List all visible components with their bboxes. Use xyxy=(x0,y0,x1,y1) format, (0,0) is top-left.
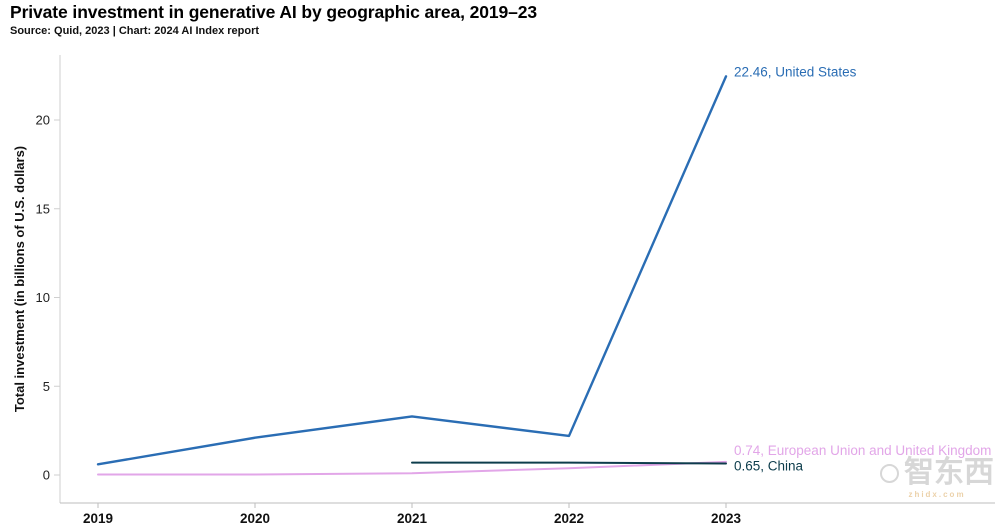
y-axis-tick-label: 15 xyxy=(36,201,50,216)
watermark-logo-icon xyxy=(880,463,899,483)
y-axis-tick-label: 5 xyxy=(43,379,50,394)
series-line-united-states xyxy=(96,75,728,466)
x-axis-tick-label: 2021 xyxy=(397,511,428,525)
chart-title: Private investment in generative AI by g… xyxy=(10,2,538,22)
series-label-united-states: 22.46, United States xyxy=(734,64,857,79)
y-axis-tick-label: 0 xyxy=(43,468,50,483)
x-axis-tick-label: 2020 xyxy=(240,511,270,525)
y-axis-tick-label: 10 xyxy=(36,290,50,305)
x-axis-tick-label: 2019 xyxy=(83,511,113,525)
series-label-china: 0.65, China xyxy=(734,458,804,473)
series-label-european-union-and-united-kingdom: 0.74, European Union and United Kingdom xyxy=(734,443,991,458)
series-line-european-union-and-united-kingdom xyxy=(97,460,727,476)
watermark-main: 智东西 xyxy=(880,458,994,488)
chart-source: Source: Quid, 2023 | Chart: 2024 AI Inde… xyxy=(10,25,260,37)
y-axis-tick-label: 20 xyxy=(36,113,50,128)
chart-header: Private investment in generative AI by g… xyxy=(10,2,537,37)
watermark-subtext: zhidx.com xyxy=(908,490,966,499)
series-line-china xyxy=(411,461,727,465)
x-axis-tick-label: 2022 xyxy=(554,511,584,525)
watermark-text: 智东西 xyxy=(904,456,994,489)
y-axis-title: Total investment (in billions of U.S. do… xyxy=(12,146,27,412)
x-axis-tick-label: 2023 xyxy=(711,511,742,525)
watermark: 智东西 zhidx.com xyxy=(880,458,994,499)
